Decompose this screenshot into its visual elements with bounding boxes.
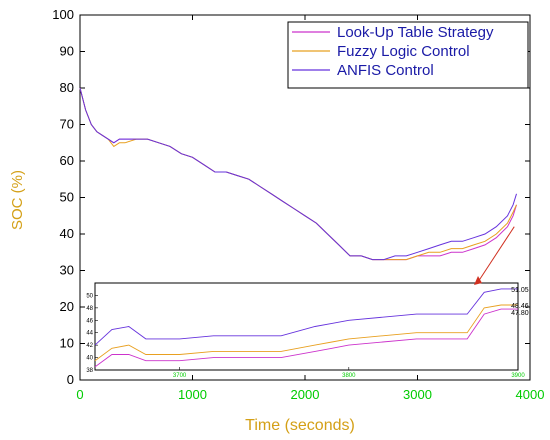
y-tick-label: 30 bbox=[60, 263, 74, 278]
inset-zoom: 38 40 42 44 46 48 50 3700 3800 3900 51.05 48.4647.8… bbox=[86, 226, 529, 379]
x-tick-label: 1000 bbox=[178, 387, 207, 402]
y-tick-label: 50 bbox=[60, 190, 74, 205]
inset-frame bbox=[94, 282, 519, 371]
y-tick-label: 100 bbox=[52, 7, 74, 22]
inset-x-tick-label: 3900 bbox=[511, 373, 525, 379]
series-layer bbox=[79, 87, 517, 261]
y-tick-label: 0 bbox=[67, 372, 74, 387]
y-tick-label: 60 bbox=[60, 153, 74, 168]
inset-y-tick-label: 44 bbox=[86, 331, 93, 337]
y-tick-label: 20 bbox=[60, 299, 74, 314]
inset-annotation-3: 47.80 bbox=[511, 310, 529, 317]
y-axis-label: SOC (%) bbox=[9, 170, 26, 230]
inset-x-tick-label: 3800 bbox=[342, 373, 356, 379]
x-axis-label: Time (seconds) bbox=[245, 417, 355, 434]
inset-x-tick-label: 3700 bbox=[173, 373, 187, 379]
x-tick-label: 4000 bbox=[516, 387, 545, 402]
inset-y-tick-label: 40 bbox=[86, 356, 93, 362]
zoom-arrow-head bbox=[474, 276, 482, 285]
y-tick-label: 40 bbox=[60, 226, 74, 241]
x-tick-label: 3000 bbox=[403, 387, 432, 402]
inset-series-line-3 bbox=[94, 288, 518, 346]
inset-y-tick-label: 46 bbox=[86, 318, 93, 324]
series-line-2 bbox=[79, 87, 517, 261]
y-tick-label: 10 bbox=[60, 336, 74, 351]
y-tick-label: 90 bbox=[60, 44, 74, 59]
inset-y-tick-label: 38 bbox=[86, 368, 93, 374]
inset-y-tick-label: 48 bbox=[86, 306, 93, 312]
y-tick-label: 70 bbox=[60, 117, 74, 132]
x-tick-label: 2000 bbox=[291, 387, 320, 402]
legend-label-1: Look-Up Table Strategy bbox=[337, 24, 494, 41]
series-line-3 bbox=[79, 87, 517, 261]
zoom-arrow-line bbox=[477, 226, 515, 283]
inset-annotation-2: 48.46 bbox=[511, 303, 529, 310]
legend: Look-Up Table Strategy Fuzzy Logic Contro… bbox=[287, 21, 529, 89]
inset-y-tick-label: 42 bbox=[86, 343, 93, 349]
inset-y-tick-label: 50 bbox=[86, 293, 93, 299]
x-tick-label: 0 bbox=[76, 387, 83, 402]
legend-label-2: Fuzzy Logic Control bbox=[337, 43, 470, 60]
inset-series-line-1 bbox=[94, 308, 518, 368]
inset-series-line-2 bbox=[94, 304, 518, 362]
inset-annotation-1: 51.05 bbox=[511, 287, 529, 294]
legend-label-3: ANFIS Control bbox=[337, 62, 434, 79]
legend-box bbox=[287, 21, 529, 89]
y-tick-label: 80 bbox=[60, 80, 74, 95]
series-line-1 bbox=[79, 87, 517, 261]
